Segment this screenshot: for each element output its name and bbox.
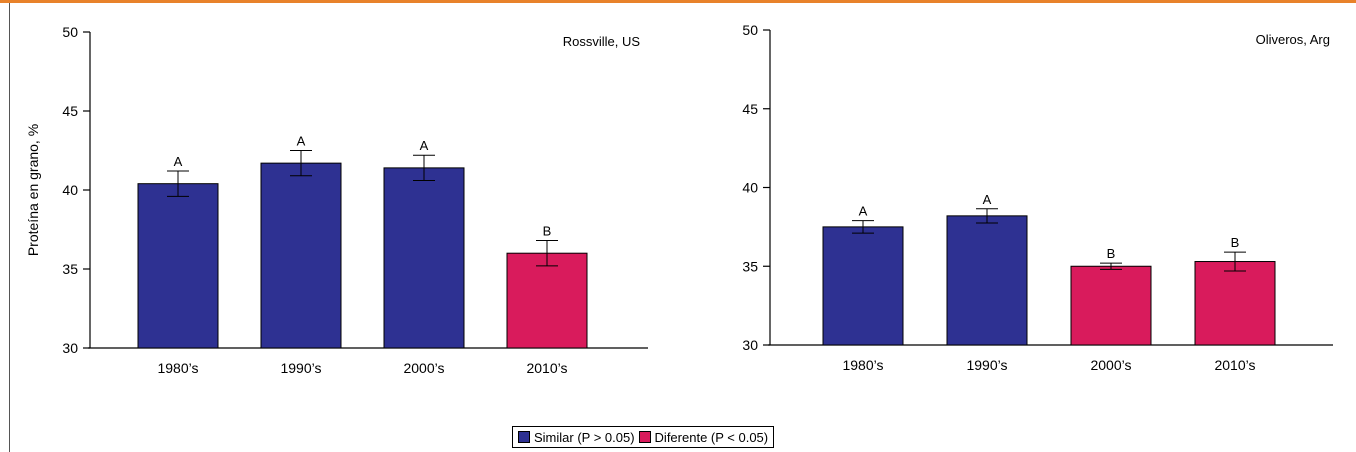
y-tick-label: 30 — [742, 337, 758, 353]
y-axis-label: Proteína en grano, % — [25, 124, 41, 256]
bar — [506, 252, 588, 349]
y-tick-label: 30 — [62, 340, 78, 356]
y-tick-label: 40 — [742, 180, 758, 196]
y-tick-label: 50 — [62, 24, 78, 40]
legend-swatch-different — [638, 431, 651, 443]
x-tick-label: 1990’s — [280, 360, 321, 376]
chart-panel-2: 30 35 40 45 50 Oliveros, Arg A 1980’s A 1990’s B 20… — [742, 22, 1333, 373]
legend: Similar (P > 0.05) Diferente (P < 0.05) — [512, 426, 775, 448]
top-rule — [0, 0, 1356, 3]
significance-letter: A — [983, 192, 992, 207]
x-tick-label: 1980’s — [842, 357, 883, 373]
significance-letter: A — [174, 154, 183, 169]
significance-letter: B — [543, 224, 552, 239]
panel-annotation: Rossville, US — [563, 34, 641, 49]
x-tick-label: 2010’s — [526, 360, 567, 376]
legend-label-different: Diferente (P < 0.05) — [654, 429, 769, 445]
y-tick-label: 40 — [62, 182, 78, 198]
significance-letter: B — [1107, 246, 1116, 261]
bar — [946, 215, 1028, 346]
bar — [1194, 261, 1276, 346]
bar — [822, 226, 904, 346]
legend-swatch-similar — [518, 431, 530, 443]
significance-letter: A — [859, 204, 868, 219]
significance-letter: A — [420, 138, 429, 153]
x-tick-label: 2010’s — [1214, 357, 1255, 373]
x-tick-label: 2000’s — [403, 360, 444, 376]
significance-letter: A — [297, 134, 306, 149]
panel-annotation: Oliveros, Arg — [1256, 32, 1330, 47]
x-tick-label: 2000’s — [1090, 357, 1131, 373]
chart-panel-1: 30 35 40 45 50 Proteína en grano, % Rossville,… — [25, 24, 648, 376]
x-tick-label: 1980’s — [157, 360, 198, 376]
bar — [260, 162, 342, 349]
legend-item-similar: Similar (P > 0.05) — [518, 430, 635, 445]
y-tick-label: 45 — [742, 101, 758, 117]
significance-letter: B — [1231, 235, 1240, 250]
y-tick-label: 50 — [742, 22, 758, 38]
y-tick-label: 35 — [742, 258, 758, 274]
bar — [1070, 265, 1152, 346]
bar — [383, 167, 465, 349]
bar — [137, 183, 219, 349]
y-tick-label: 35 — [62, 261, 78, 277]
legend-item-different: Diferente (P < 0.05) — [638, 429, 769, 445]
x-tick-label: 1990’s — [966, 357, 1007, 373]
y-tick-label: 45 — [62, 103, 78, 119]
legend-label-similar: Similar (P > 0.05) — [534, 429, 635, 445]
